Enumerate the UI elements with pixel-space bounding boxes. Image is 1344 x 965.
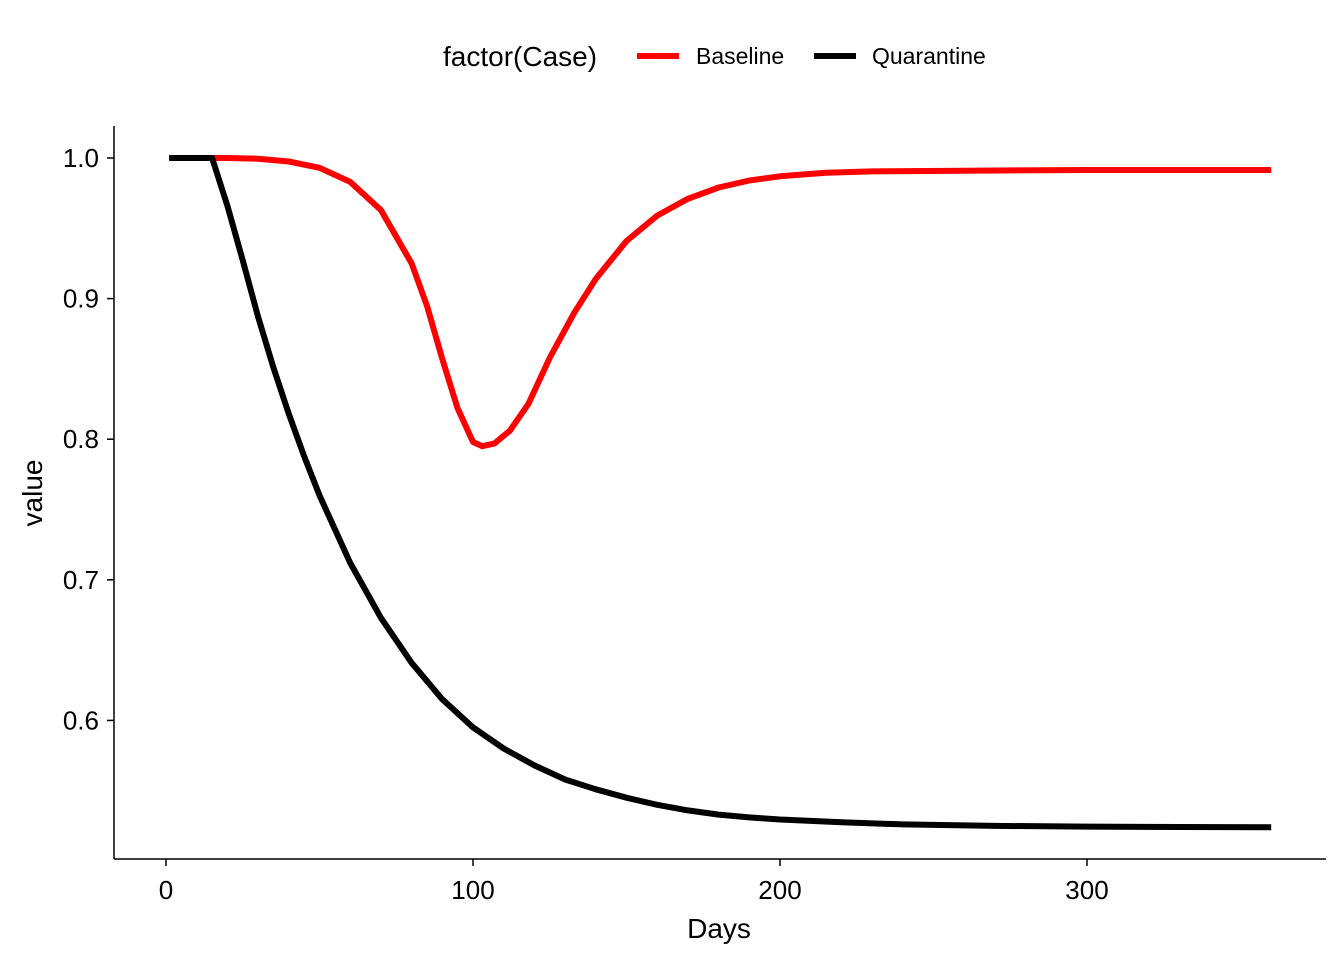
y-tick-label: 0.6 (63, 705, 99, 735)
series-line-baseline (212, 155, 1272, 450)
legend-label-quarantine: Quarantine (872, 43, 986, 69)
x-axis-ticks: 0 100 200 300 (159, 859, 1109, 905)
legend-title: factor(Case) (443, 41, 597, 72)
legend: factor(Case) Baseline Quarantine (443, 41, 986, 72)
y-tick-label: 0.8 (63, 424, 99, 454)
x-tick-label: 0 (159, 875, 173, 905)
x-tick-label: 300 (1065, 875, 1108, 905)
series-layer (169, 155, 1272, 831)
x-tick-label: 100 (451, 875, 494, 905)
y-axis-title: value (17, 460, 48, 527)
series-line-quarantine (169, 155, 1272, 831)
y-tick-label: 1.0 (63, 143, 99, 173)
x-tick-label: 200 (758, 875, 801, 905)
legend-entries: Baseline Quarantine (637, 43, 986, 69)
y-tick-label: 0.7 (63, 565, 99, 595)
y-tick-label: 0.9 (63, 284, 99, 314)
x-axis-title: Days (687, 913, 751, 944)
legend-label-baseline: Baseline (696, 43, 784, 69)
y-axis-ticks: 0.6 0.7 0.8 0.9 1.0 (63, 143, 114, 735)
